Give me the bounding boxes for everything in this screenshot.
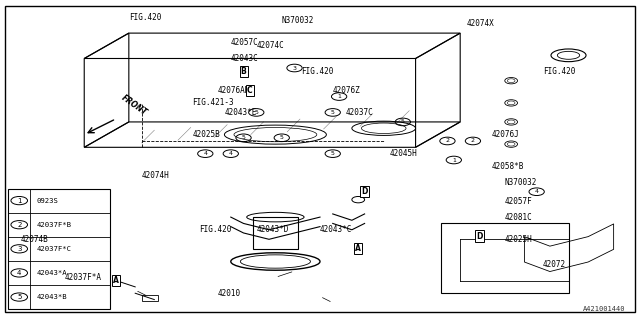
Text: 5: 5 — [331, 151, 335, 156]
Text: 5: 5 — [254, 110, 258, 115]
FancyBboxPatch shape — [8, 188, 109, 309]
Text: 1: 1 — [337, 94, 341, 99]
Text: 42074X: 42074X — [467, 19, 494, 28]
Text: 42074B: 42074B — [20, 235, 48, 244]
Text: A421001440: A421001440 — [584, 306, 626, 312]
Text: 42037F*A: 42037F*A — [65, 273, 102, 282]
Text: N370032: N370032 — [282, 16, 314, 25]
Text: 42043*E: 42043*E — [225, 108, 257, 117]
Text: 42076Z: 42076Z — [333, 86, 360, 95]
Text: 42076AH: 42076AH — [218, 86, 250, 95]
Text: 42081C: 42081C — [505, 212, 532, 222]
Text: 42074H: 42074H — [141, 172, 170, 180]
Text: 42072: 42072 — [543, 260, 566, 269]
Text: 5: 5 — [241, 135, 246, 140]
Text: 42025B: 42025B — [193, 130, 220, 139]
Text: 42057F: 42057F — [505, 197, 532, 206]
Text: 3: 3 — [17, 246, 22, 252]
Text: FIG.420: FIG.420 — [301, 67, 333, 76]
Text: A: A — [113, 276, 119, 285]
Text: 42043*A: 42043*A — [36, 270, 67, 276]
Text: 5: 5 — [280, 135, 284, 140]
Text: 3: 3 — [292, 66, 296, 70]
Text: 42010: 42010 — [218, 289, 241, 298]
Text: 42043*D: 42043*D — [256, 225, 289, 234]
Text: D: D — [476, 232, 483, 241]
Text: 4: 4 — [204, 151, 207, 156]
Text: 5: 5 — [331, 110, 335, 115]
Text: 2: 2 — [471, 139, 475, 143]
Text: 42076J: 42076J — [492, 130, 520, 139]
Text: C: C — [247, 86, 253, 95]
Text: 42058*B: 42058*B — [492, 162, 524, 171]
Text: 42074C: 42074C — [256, 41, 284, 50]
Text: 2: 2 — [445, 139, 449, 143]
Text: 42057C: 42057C — [231, 38, 259, 47]
Text: 42037F*B: 42037F*B — [36, 222, 72, 228]
Text: N370032: N370032 — [505, 178, 537, 187]
Text: 2: 2 — [17, 222, 21, 228]
Text: 42045H: 42045H — [390, 149, 418, 158]
Text: 5: 5 — [17, 294, 21, 300]
Text: FIG.420: FIG.420 — [129, 13, 161, 22]
Text: FIG.421-3: FIG.421-3 — [193, 99, 234, 108]
Circle shape — [508, 120, 515, 124]
Text: 42037C: 42037C — [346, 108, 373, 117]
Text: 42043*B: 42043*B — [36, 294, 67, 300]
Text: 42037F*C: 42037F*C — [36, 246, 72, 252]
Text: 4: 4 — [17, 270, 21, 276]
Circle shape — [508, 142, 515, 146]
Text: A: A — [355, 244, 361, 253]
Text: 42043C: 42043C — [231, 54, 259, 63]
Text: FIG.420: FIG.420 — [199, 225, 231, 234]
Text: FRONT: FRONT — [119, 93, 148, 117]
Text: 4: 4 — [228, 151, 233, 156]
Text: 4: 4 — [534, 189, 539, 194]
Text: 1: 1 — [452, 157, 456, 163]
Text: 0923S: 0923S — [36, 198, 58, 204]
Text: B: B — [241, 67, 246, 76]
Text: FIG.420: FIG.420 — [543, 67, 575, 76]
Text: D: D — [362, 187, 368, 196]
Text: 42025H: 42025H — [505, 235, 532, 244]
Text: 1: 1 — [17, 198, 22, 204]
Circle shape — [508, 101, 515, 105]
Text: 5: 5 — [401, 119, 404, 124]
Circle shape — [508, 79, 515, 83]
Text: 42043*C: 42043*C — [320, 225, 353, 234]
